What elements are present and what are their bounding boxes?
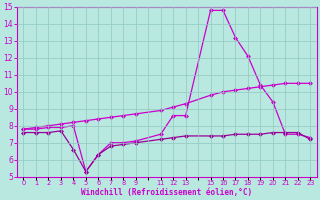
X-axis label: Windchill (Refroidissement éolien,°C): Windchill (Refroidissement éolien,°C) (81, 188, 252, 197)
